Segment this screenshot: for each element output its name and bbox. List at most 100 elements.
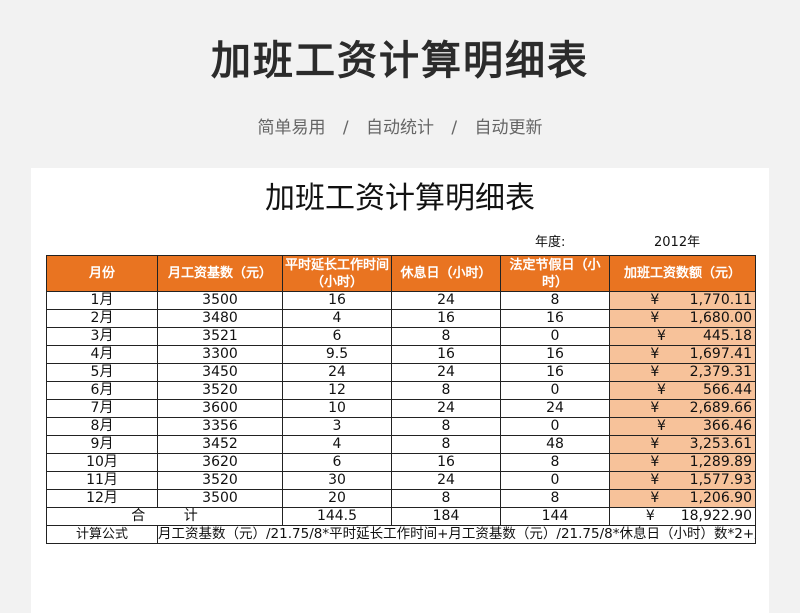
header-weekday-hours: 平时延长工作时间（小时）: [282, 255, 392, 292]
tag-auto-stats: 自动统计: [366, 118, 434, 138]
cell-base-salary: 3500: [157, 291, 283, 310]
sheet-title: 加班工资计算明细表: [265, 181, 535, 216]
total-overtime-amount: ¥ 18,922.90: [609, 507, 756, 526]
amount-value: 566.44: [703, 382, 752, 399]
header-row: 月份 月工资基数（元） 平时延长工作时间（小时） 休息日（小时） 法定节假日（小…: [46, 255, 756, 292]
cell-overtime-amount: ¥1,770.11: [609, 291, 756, 310]
table-row: 7月 3600 10 24 24 ¥2,689.66: [46, 399, 756, 418]
cell-base-salary: 3480: [157, 309, 283, 328]
currency-symbol: ¥: [650, 490, 660, 507]
cell-rest-day-hours: 16: [391, 309, 501, 328]
year-value: 2012年: [654, 235, 701, 250]
cell-month: 8月: [46, 417, 158, 436]
page-title: 加班工资计算明细表: [211, 38, 589, 84]
cell-rest-day-hours: 24: [391, 399, 501, 418]
cell-holiday-hours: 0: [500, 381, 610, 400]
cell-month: 2月: [46, 309, 158, 328]
total-row: 合 计 144.5 184 144 ¥ 18,922.90: [46, 507, 756, 526]
cell-rest-day-hours: 8: [391, 417, 501, 436]
tag-auto-update: 自动更新: [474, 118, 543, 138]
currency-symbol: ¥: [650, 310, 660, 327]
cell-month: 9月: [46, 435, 158, 454]
cell-weekday-hours: 20: [282, 489, 392, 508]
table-row: 6月 3520 12 8 0 ¥566.44: [46, 381, 756, 400]
header-overtime-amount: 加班工资数额（元）: [609, 255, 756, 292]
cell-overtime-amount: ¥1,206.90: [609, 489, 756, 508]
cell-rest-day-hours: 8: [391, 435, 501, 454]
cell-base-salary: 3521: [157, 327, 283, 346]
cell-base-salary: 3520: [157, 471, 283, 490]
table-row: 10月 3620 6 16 8 ¥1,289.89: [46, 453, 756, 472]
table-row: 1月 3500 16 24 8 ¥1,770.11: [46, 291, 756, 310]
cell-month: 12月: [46, 489, 158, 508]
amount-value: 445.18: [703, 328, 752, 345]
header-base-salary: 月工资基数（元）: [157, 255, 283, 292]
currency-symbol: ¥: [650, 292, 660, 309]
cell-weekday-hours: 6: [282, 453, 392, 472]
cell-overtime-amount: ¥1,680.00: [609, 309, 756, 328]
cell-rest-day-hours: 8: [391, 381, 501, 400]
currency-symbol: ¥: [650, 454, 660, 471]
cell-month: 5月: [46, 363, 158, 382]
cell-weekday-hours: 9.5: [282, 345, 392, 364]
tag-separator: /: [342, 118, 349, 138]
header-month: 月份: [46, 255, 158, 292]
total-label: 合 计: [46, 507, 283, 526]
cell-rest-day-hours: 24: [391, 363, 501, 382]
cell-holiday-hours: 16: [500, 363, 610, 382]
cell-base-salary: 3520: [157, 381, 283, 400]
amount-value: 1,577.93: [689, 472, 752, 489]
cell-holiday-hours: 8: [500, 489, 610, 508]
amount-value: 1,206.90: [689, 490, 752, 507]
cell-holiday-hours: 8: [500, 291, 610, 310]
amount-value: 1,697.41: [689, 346, 752, 363]
currency-symbol: ¥: [650, 400, 660, 417]
formula-text: 月工资基数（元）/21.75/8*平时延长工作时间+月工资基数（元）/21.75…: [157, 525, 756, 544]
cell-month: 11月: [46, 471, 158, 490]
table-body: 1月 3500 16 24 8 ¥1,770.11 2月 3480 4 16 16 ¥1,680.00…: [46, 291, 756, 508]
formula-row: 计算公式 月工资基数（元）/21.75/8*平时延长工作时间+月工资基数（元）/…: [46, 525, 756, 544]
cell-weekday-hours: 3: [282, 417, 392, 436]
cell-weekday-hours: 4: [282, 435, 392, 454]
table-row: 2月 3480 4 16 16 ¥1,680.00: [46, 309, 756, 328]
cell-month: 7月: [46, 399, 158, 418]
cell-weekday-hours: 12: [282, 381, 392, 400]
cell-holiday-hours: 0: [500, 417, 610, 436]
cell-weekday-hours: 10: [282, 399, 392, 418]
currency-symbol: ¥: [657, 418, 666, 435]
amount-value: 3,253.61: [689, 436, 752, 453]
cell-overtime-amount: ¥1,697.41: [609, 345, 756, 364]
total-label-a: 合: [131, 508, 146, 525]
total-amount-value: 18,922.90: [680, 508, 752, 525]
amount-value: 1,289.89: [689, 454, 752, 471]
total-label-b: 计: [183, 508, 198, 525]
cell-holiday-hours: 16: [500, 345, 610, 364]
total-holiday-hours: 144: [500, 507, 610, 526]
cell-rest-day-hours: 24: [391, 291, 501, 310]
table-row: 5月 3450 24 24 16 ¥2,379.31: [46, 363, 756, 382]
cell-holiday-hours: 0: [500, 471, 610, 490]
cell-overtime-amount: ¥2,689.66: [609, 399, 756, 418]
amount-value: 2,689.66: [689, 400, 752, 417]
amount-value: 366.46: [703, 418, 752, 435]
cell-holiday-hours: 48: [500, 435, 610, 454]
amount-value: 2,379.31: [689, 364, 752, 381]
table-row: 11月 3520 30 24 0 ¥1,577.93: [46, 471, 756, 490]
cell-base-salary: 3500: [157, 489, 283, 508]
cell-holiday-hours: 0: [500, 327, 610, 346]
total-rest-day-hours: 184: [391, 507, 501, 526]
cell-month: 3月: [46, 327, 158, 346]
currency-symbol: ¥: [650, 346, 660, 363]
cell-base-salary: 3450: [157, 363, 283, 382]
cell-overtime-amount: ¥445.18: [609, 327, 756, 346]
cell-weekday-hours: 16: [282, 291, 392, 310]
cell-overtime-amount: ¥566.44: [609, 381, 756, 400]
cell-holiday-hours: 24: [500, 399, 610, 418]
cell-base-salary: 3300: [157, 345, 283, 364]
cell-holiday-hours: 16: [500, 309, 610, 328]
cell-overtime-amount: ¥3,253.61: [609, 435, 756, 454]
currency-symbol: ¥: [657, 328, 666, 345]
overtime-table: 月份 月工资基数（元） 平时延长工作时间（小时） 休息日（小时） 法定节假日（小…: [46, 255, 756, 544]
amount-value: 1,680.00: [689, 310, 752, 327]
tag-easy: 简单易用: [257, 118, 326, 138]
